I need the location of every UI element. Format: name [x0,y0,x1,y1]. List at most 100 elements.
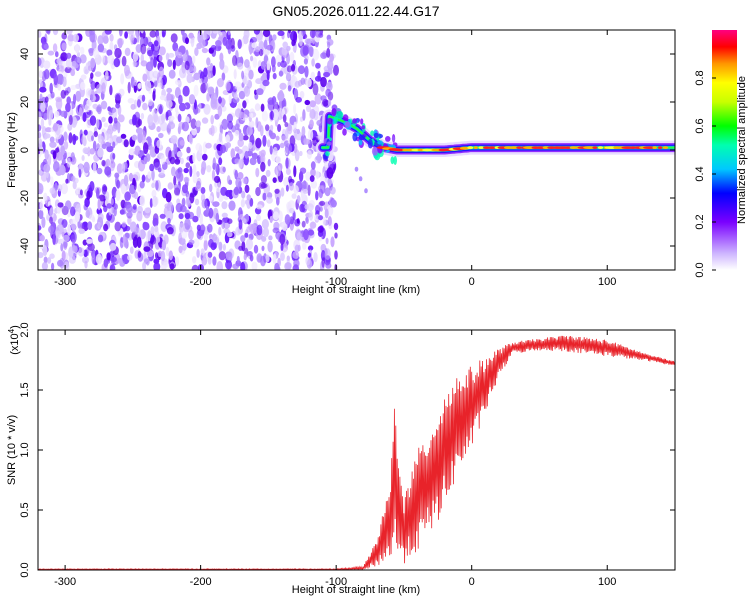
noise-speckle [52,233,56,246]
snr-x-label: Height of straight line (km) [292,584,420,596]
noise-speckle [171,166,176,177]
noise-speckle [150,235,157,245]
noise-speckle [250,55,254,62]
noise-speckle [82,239,88,246]
noise-speckle [46,30,51,35]
noise-speckle [329,186,336,195]
noise-speckle [121,221,127,228]
noise-speckle [106,49,113,56]
noise-speckle [128,148,136,156]
noise-speckle [192,164,197,176]
noise-speckle [212,233,218,242]
noise-speckle [81,133,87,146]
noise-speckle [132,114,137,126]
noise-speckle [166,87,173,94]
noise-speckle [105,70,109,80]
colorbar-ticks: 0.0 0.2 0.4 0.6 0.8 [694,70,716,278]
noise-speckle [96,167,103,175]
noise-speckle [256,34,263,43]
noise-speckle [221,220,226,230]
noise-speckle [289,207,295,214]
noise-speckle [54,147,60,153]
noise-speckle [227,231,233,238]
spectrogram-y-tick-label: 20 [19,96,31,108]
noise-speckle [38,124,42,132]
noise-speckle [304,204,310,210]
noise-speckle [325,262,332,269]
noise-speckle [207,86,215,95]
noise-speckle [260,175,267,184]
noise-speckle [218,157,223,166]
noise-speckle [106,203,112,209]
noise-speckle [202,153,208,161]
noise-speckle [234,108,242,118]
noise-speckle [43,112,48,121]
noise-speckle [186,73,193,84]
noise-speckle [179,102,186,112]
noise-speckle [85,209,91,218]
noise-speckle [198,102,202,110]
noise-speckle [207,72,212,80]
noise-speckle [262,135,267,147]
noise-speckle [59,164,66,176]
colorbar-label: Normalized spectral amplitude [736,76,748,224]
noise-speckle [199,213,203,225]
noise-speckle [185,116,190,124]
noise-speckle [238,158,243,169]
noise-speckle [279,233,286,245]
noise-speckle [121,55,127,67]
colorbar-tick-label: 0.4 [694,166,706,181]
noise-speckle [157,250,163,257]
noise-speckle [316,119,323,127]
noise-speckle [177,125,181,135]
noise-speckle [189,136,193,145]
noise-speckle [112,141,116,149]
noise-speckle [133,79,138,87]
noise-speckle [44,96,49,103]
noise-speckle [304,99,311,106]
noise-speckle [292,264,299,270]
noise-speckle [116,179,121,189]
noise-speckle [251,261,258,270]
noise-speckle [249,157,257,166]
noise-speckle [312,48,320,61]
noise-speckle [315,204,321,214]
noise-speckle [143,156,148,165]
noise-speckle [201,256,208,266]
noise-speckle [106,252,111,261]
noise-speckle [145,80,152,92]
noise-speckle [212,256,217,266]
noise-speckle [254,103,261,111]
noise-speckle [280,60,287,68]
noise-speckle [306,150,312,160]
noise-speckle [70,206,76,217]
noise-speckle [215,181,221,193]
noise-speckle [38,57,42,67]
noise-speckle [251,42,257,49]
noise-speckle [277,91,285,102]
noise-speckle [57,238,64,244]
noise-speckle [196,42,202,50]
noise-speckle [55,51,59,58]
noise-speckle [78,228,85,234]
noise-speckle [68,114,73,126]
noise-speckle [142,102,148,111]
noise-speckle [250,112,254,119]
noise-speckle [317,226,324,233]
noise-speckle [103,258,109,268]
noise-speckle [227,218,233,224]
noise-speckle [280,252,285,261]
noise-speckle [154,225,159,233]
noise-speckle [93,131,99,138]
noise-speckle [57,83,62,91]
noise-speckle [182,85,190,97]
noise-speckle [61,219,68,228]
noise-speckle [254,89,257,96]
noise-speckle [310,180,318,189]
noise-speckle [214,162,218,172]
noise-speckle [49,207,55,218]
noise-speckle [39,200,44,211]
noise-speckle [121,162,126,174]
noise-speckle [294,244,300,254]
noise-speckle [152,70,159,79]
